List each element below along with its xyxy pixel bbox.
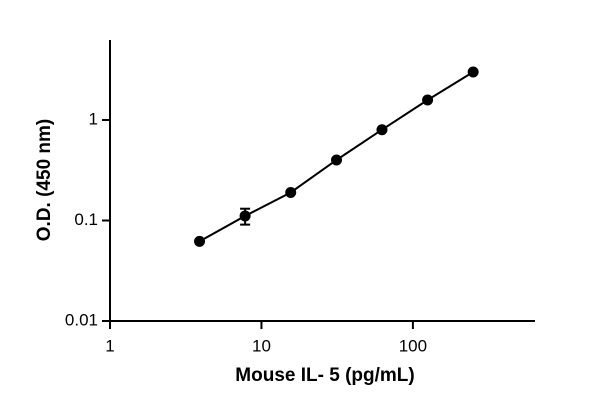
y-tick-label: 0.01 <box>65 310 98 329</box>
data-point <box>376 124 388 136</box>
x-axis-label: Mouse IL- 5 (pg/mL) <box>235 365 414 386</box>
y-axis-label: O.D. (450 nm) <box>34 119 55 241</box>
data-point <box>239 210 251 222</box>
x-tick-label: 10 <box>252 336 271 355</box>
data-point <box>285 186 297 198</box>
data-point <box>422 94 434 106</box>
x-tick-label: 100 <box>399 336 427 355</box>
y-tick-label: 0.1 <box>74 210 98 229</box>
y-tick-label: 1 <box>89 109 98 128</box>
data-point <box>194 235 206 247</box>
data-point <box>331 154 343 166</box>
x-tick-label: 1 <box>105 336 114 355</box>
data-point <box>467 66 479 78</box>
